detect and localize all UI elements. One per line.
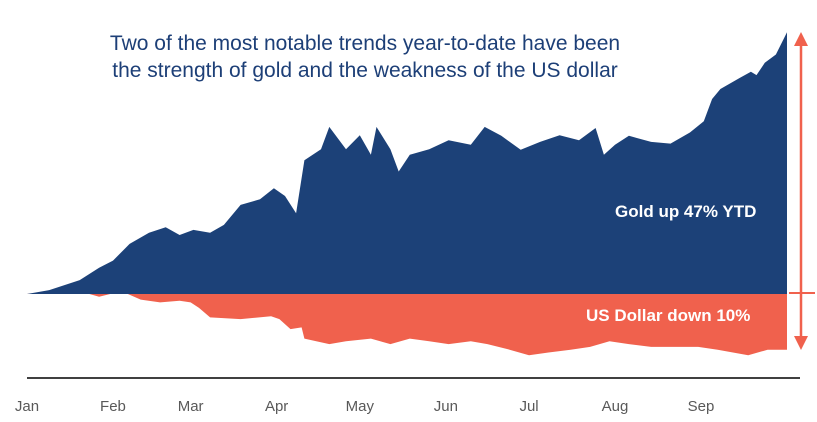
x-tick-label-aug: Aug — [602, 398, 629, 415]
chart-title-line-1: Two of the most notable trends year-to-d… — [109, 32, 621, 55]
x-tick-label-mar: Mar — [178, 398, 204, 415]
x-tick-label-jun: Jun — [434, 398, 458, 415]
x-tick-label-feb: Feb — [100, 398, 126, 415]
x-tick-label-jul: Jul — [519, 398, 538, 415]
arrow-up-icon — [794, 32, 808, 46]
x-tick-label-jan: Jan — [15, 398, 39, 415]
arrow-down-icon — [794, 336, 808, 350]
x-tick-label-sep: Sep — [688, 398, 715, 415]
x-tick-label-apr: Apr — [265, 398, 288, 415]
gold-area — [27, 32, 787, 294]
x-tick-label-may: May — [346, 398, 375, 415]
chart-title-line-2: the strength of gold and the weakness of… — [112, 59, 618, 82]
dollar-annotation: US Dollar down 10% — [586, 306, 751, 325]
gold-annotation: Gold up 47% YTD — [615, 202, 757, 221]
us-dollar-area — [27, 291, 787, 356]
